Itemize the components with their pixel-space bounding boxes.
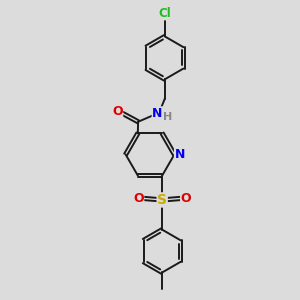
Text: O: O <box>133 192 144 205</box>
Text: Cl: Cl <box>158 7 171 20</box>
Text: N: N <box>175 148 185 161</box>
Text: O: O <box>112 106 123 118</box>
Text: O: O <box>181 192 191 205</box>
Text: H: H <box>163 112 172 122</box>
Text: N: N <box>152 107 163 120</box>
Text: S: S <box>157 193 167 207</box>
